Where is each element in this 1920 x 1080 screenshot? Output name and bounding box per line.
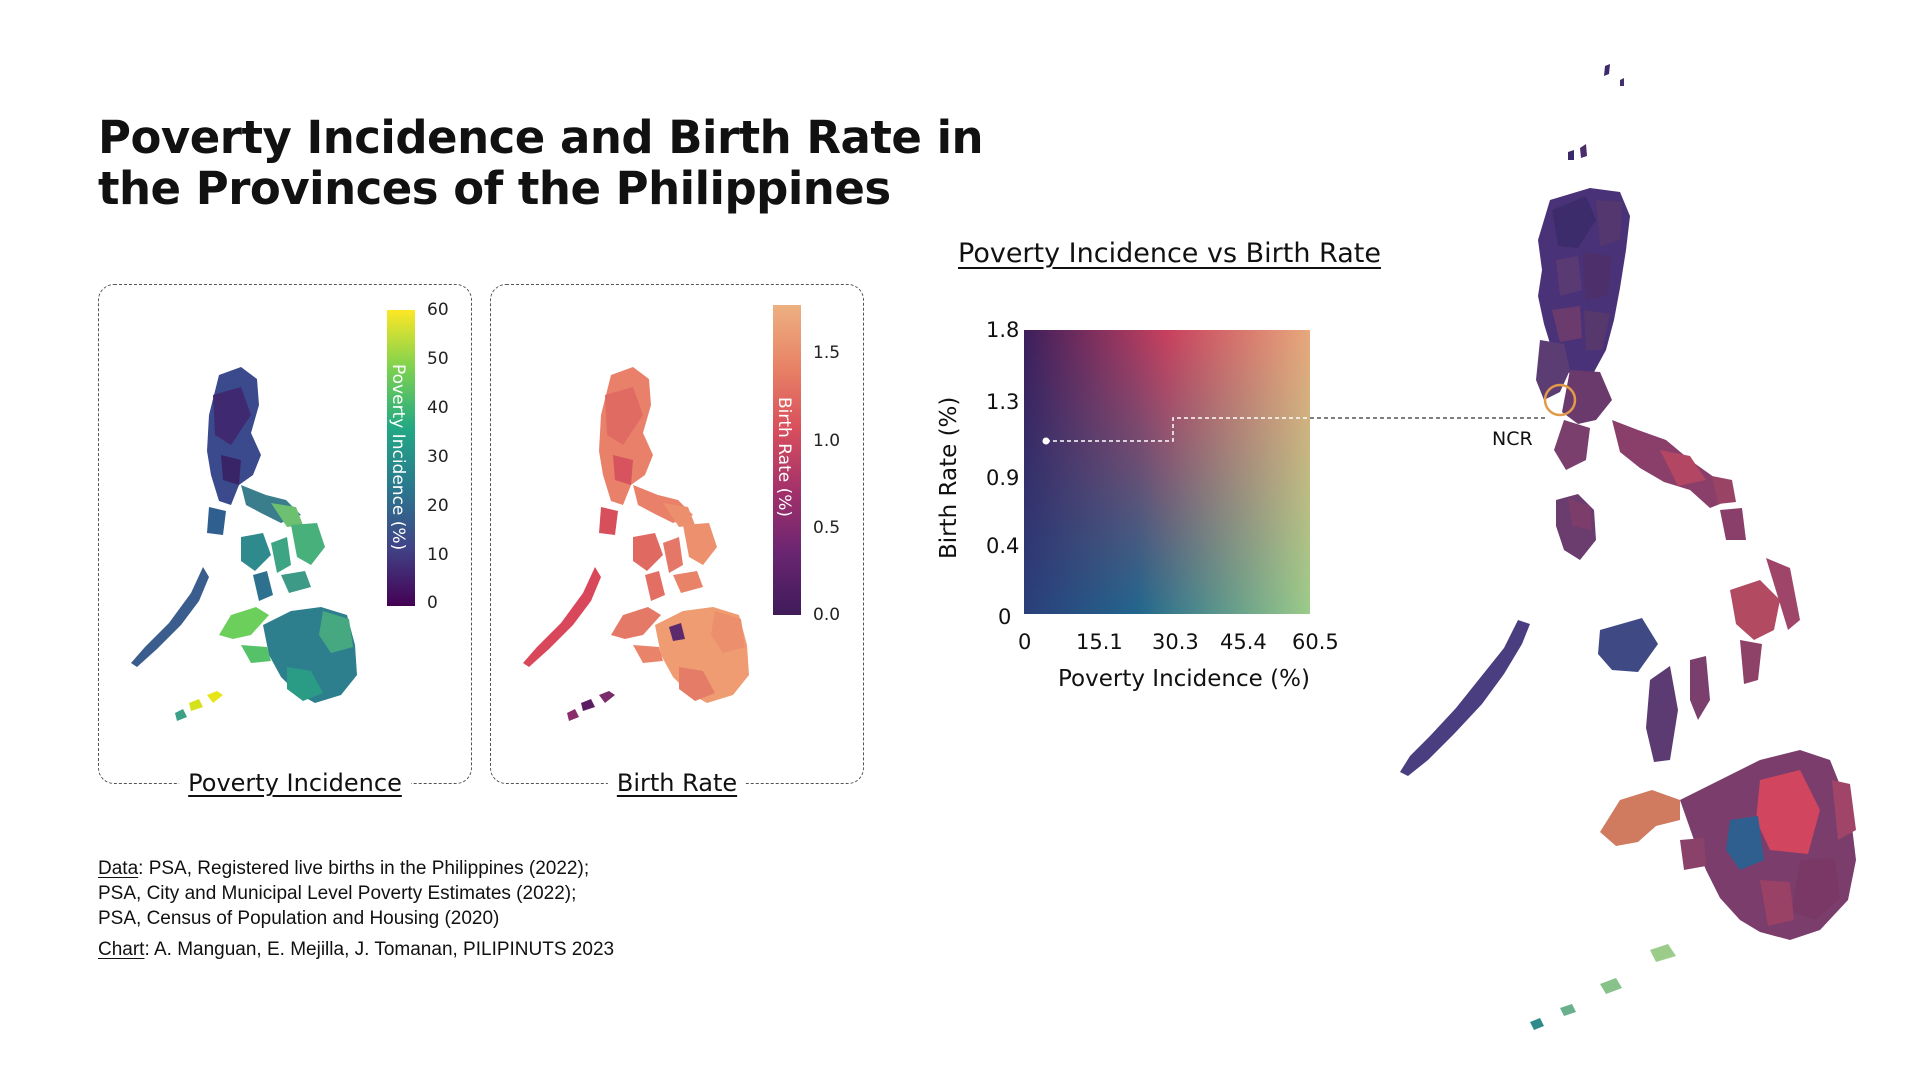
scatter-ytick: 1.3 [986,390,1020,414]
poverty-tick: 10 [427,545,449,565]
birth-map [523,367,749,721]
chart-label: Chart [98,939,145,960]
palawan-shape [1400,620,1530,776]
birth-tick: 0.5 [813,518,841,538]
scatter-title: Poverty Incidence vs Birth Rate [958,238,1381,269]
birth-tick: 1.0 [813,431,841,451]
source-notes: Data: PSA, Registered live births in the… [98,856,718,962]
data-line: PSA, City and Municipal Level Poverty Es… [98,883,577,904]
birth-tick: 1.5 [813,343,841,363]
scatter-xlabel: Poverty Incidence (%) [1058,666,1310,692]
scatter-ytick: 0.9 [986,466,1020,490]
data-line: PSA, Census of Population and Housing (2… [98,908,500,929]
birth-colorbar [773,305,801,615]
scatter-xtick: 15.1 [1076,630,1123,654]
page-title: Poverty Incidence and Birth Rate in the … [98,111,984,215]
poverty-tick: 50 [427,349,449,369]
data-label: Data [98,858,139,879]
scatter-ytick: 0.4 [986,534,1020,558]
ncr-label: NCR [1492,428,1533,450]
bivariate-map [1400,64,1856,1030]
scatter-xtick: 45.4 [1220,630,1267,654]
poverty-panel-title: Poverty Incidence [179,769,411,797]
scatter-ytick: 0 [998,605,1012,629]
bivariate-legend [1024,330,1310,614]
scatter-xtick: 30.3 [1152,630,1199,654]
poverty-tick: 60 [427,300,449,320]
data-line: : PSA, Registered live births in the Phi… [138,858,590,879]
chart-credit: Chart: A. Manguan, E. Mejilla, J. Tomana… [98,937,718,962]
chart-line: : A. Manguan, E. Mejilla, J. Tomanan, PI… [144,939,615,960]
poverty-tick: 30 [427,447,449,467]
poverty-colorbar [387,310,415,606]
poverty-tick: 0 [427,593,438,613]
poverty-panel: Poverty Incidence (%) 60 50 40 30 20 10 … [98,284,472,797]
poverty-map [131,367,357,721]
palawan-shape [131,567,209,667]
birth-panel-title: Birth Rate [607,769,747,797]
ncr-scatter-point [1042,437,1050,445]
birth-tick: 0.0 [813,605,841,625]
scatter-xtick: 0 [1018,630,1032,654]
scatter-xtick: 60.5 [1292,630,1339,654]
data-source: Data: PSA, Registered live births in the… [98,856,718,881]
scatter-ytick: 1.8 [986,318,1020,342]
poverty-tick: 20 [427,496,449,516]
poverty-tick: 40 [427,398,449,418]
birth-panel: Birth Rate (%) 1.5 1.0 0.5 0.0 Birth Rat… [490,284,864,797]
ncr-ring [1543,383,1577,417]
